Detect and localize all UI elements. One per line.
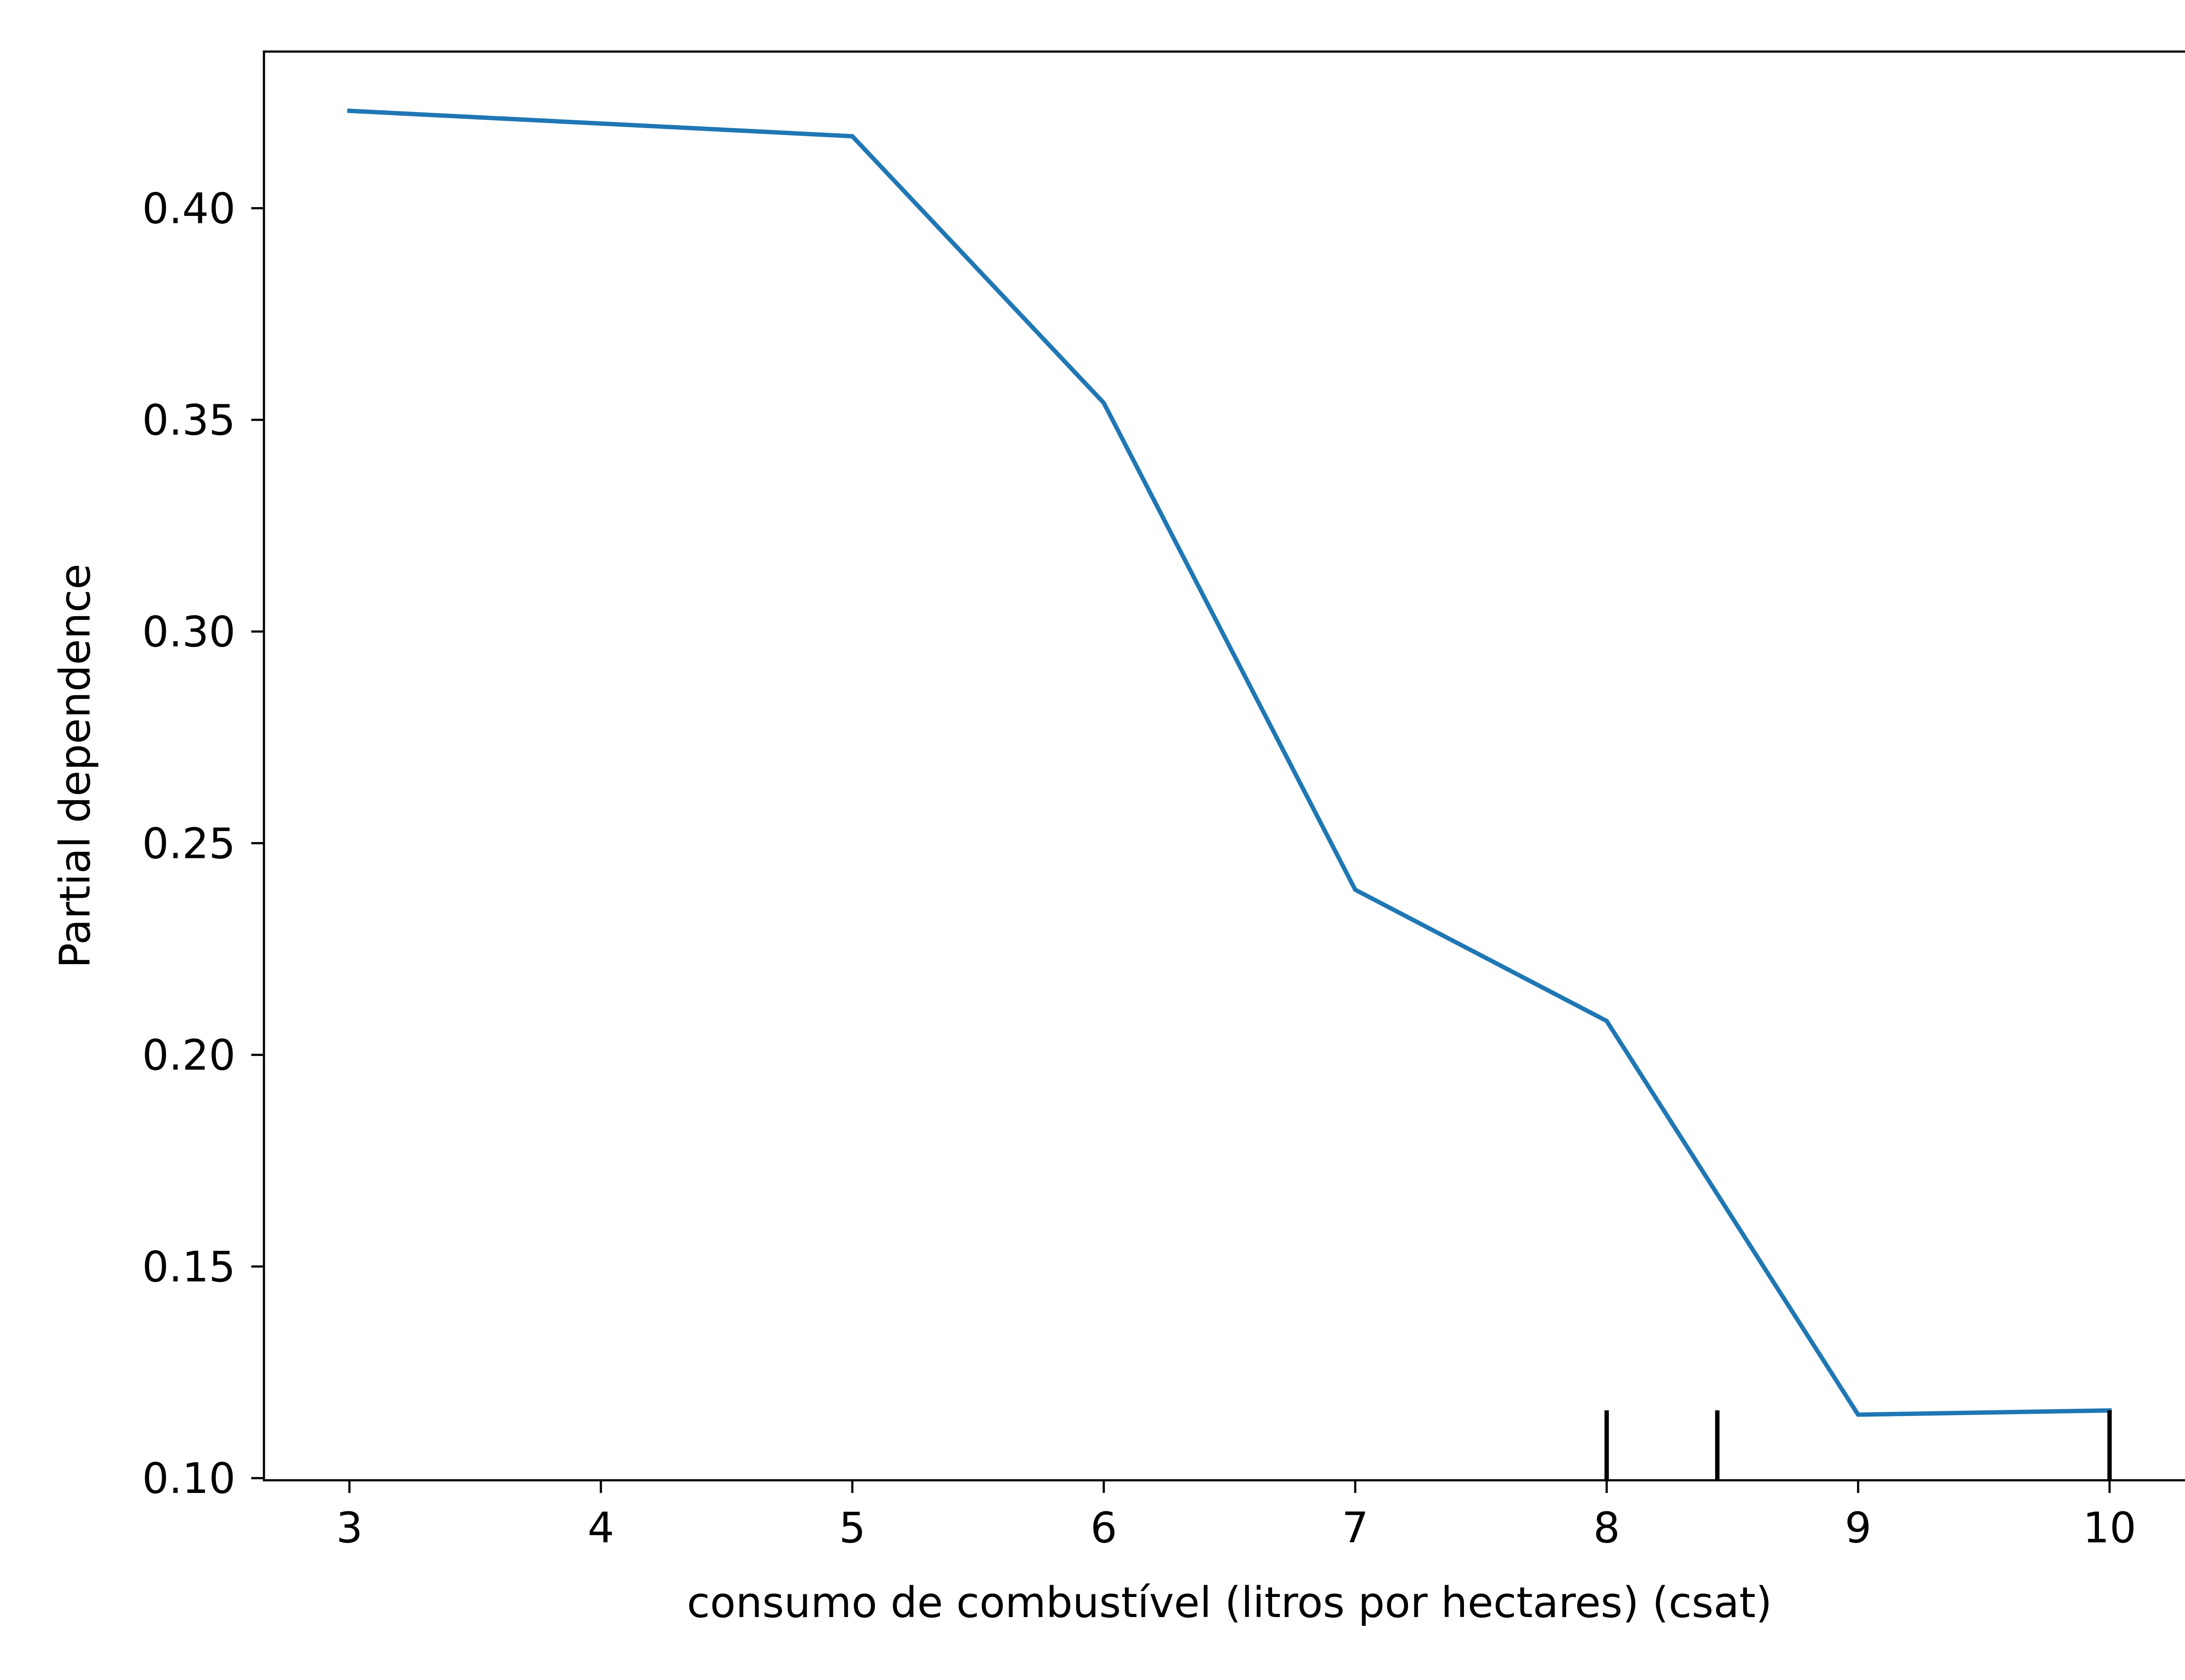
x-tick-label: 5 <box>839 1503 866 1552</box>
x-axis: 3 4 5 6 7 8 9 10 <box>336 1480 2136 1552</box>
y-tick-label: 0.25 <box>142 819 236 868</box>
plot-layer <box>347 108 2112 1480</box>
x-tick-label: 8 <box>1593 1503 1620 1552</box>
x-tick-label: 7 <box>1342 1503 1369 1552</box>
y-axis-label: Partial dependence <box>51 564 100 968</box>
x-tick-label: 3 <box>336 1503 363 1552</box>
x-tick-label: 9 <box>1845 1503 1871 1552</box>
y-axis: 0.10 0.15 0.20 0.25 0.30 0.35 0.40 <box>142 184 264 1503</box>
y-tick-label: 0.40 <box>142 184 236 233</box>
plot-frame <box>263 50 2185 1482</box>
x-tick-label: 6 <box>1090 1503 1117 1552</box>
y-tick-label: 0.15 <box>142 1243 236 1291</box>
x-tick-label: 4 <box>587 1503 614 1552</box>
y-tick-label: 0.35 <box>142 396 236 445</box>
y-tick-label: 0.30 <box>142 607 236 656</box>
x-axis-label: consumo de combustível (litros por hecta… <box>687 1578 1772 1627</box>
series-line-0 <box>347 108 2112 1417</box>
x-tick-label: 10 <box>2083 1503 2136 1552</box>
y-tick-label: 0.20 <box>142 1031 236 1080</box>
y-tick-label: 0.10 <box>142 1454 236 1503</box>
